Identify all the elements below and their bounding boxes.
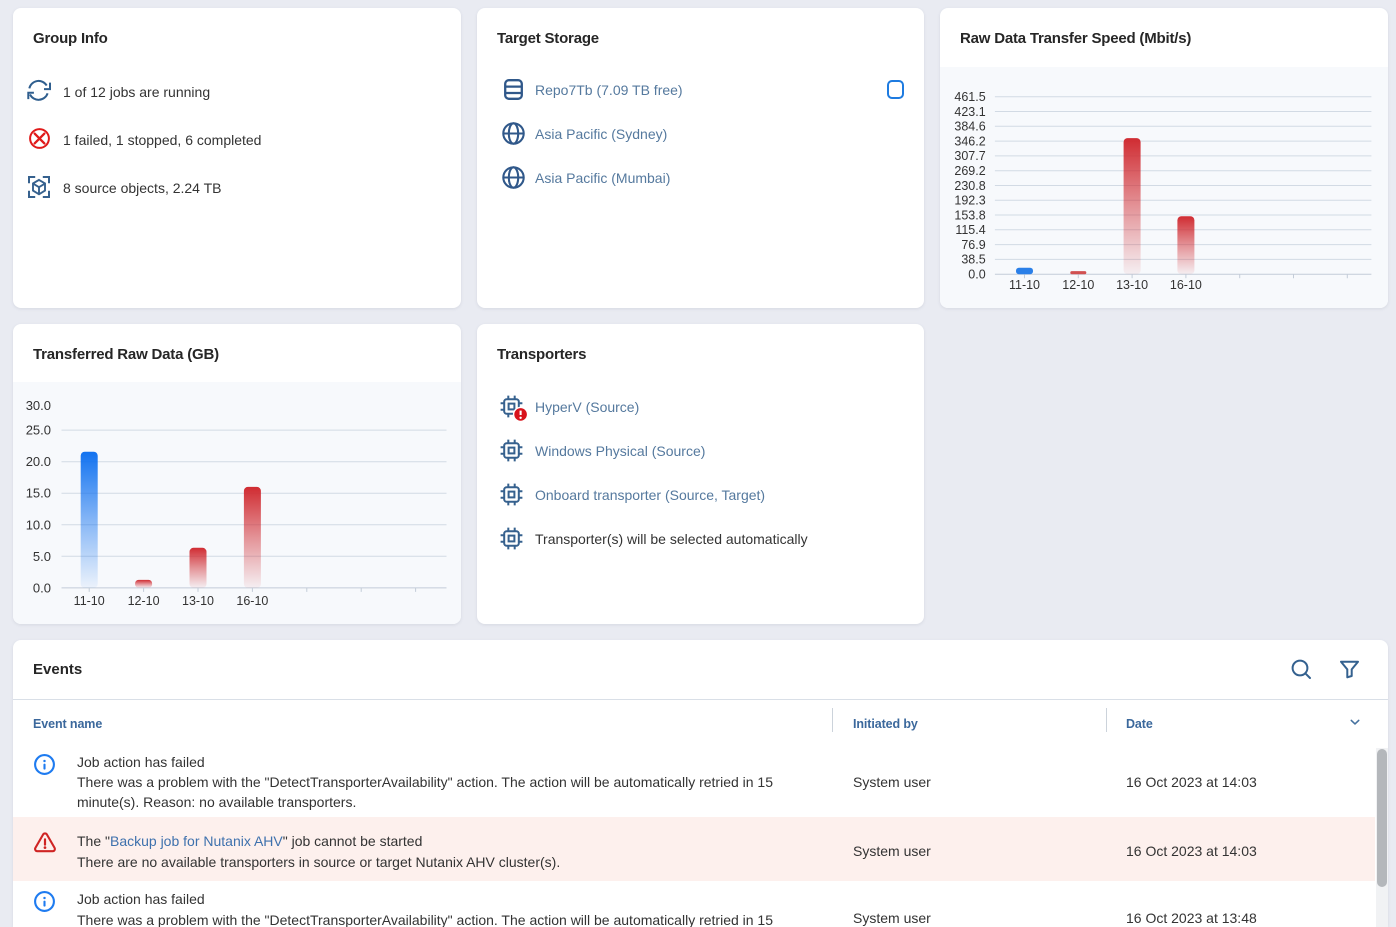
svg-text:307.7: 307.7	[954, 149, 985, 163]
svg-text:13-10: 13-10	[182, 594, 214, 608]
svg-text:15.0: 15.0	[26, 486, 51, 501]
svg-text:423.1: 423.1	[954, 105, 985, 119]
svg-text:16-10: 16-10	[236, 594, 268, 608]
svg-text:0.0: 0.0	[33, 580, 51, 595]
svg-text:153.8: 153.8	[954, 208, 985, 222]
svg-text:346.2: 346.2	[954, 134, 985, 148]
svg-text:25.0: 25.0	[26, 423, 51, 438]
svg-text:12-10: 12-10	[128, 594, 160, 608]
svg-text:384.6: 384.6	[954, 120, 985, 134]
svg-text:38.5: 38.5	[961, 253, 985, 267]
svg-text:115.4: 115.4	[955, 223, 985, 237]
svg-text:13-10: 13-10	[1116, 278, 1148, 292]
svg-text:0.0: 0.0	[968, 268, 985, 282]
svg-text:230.8: 230.8	[954, 179, 985, 193]
svg-text:461.5: 461.5	[954, 90, 985, 104]
svg-text:76.9: 76.9	[961, 238, 985, 252]
svg-text:269.2: 269.2	[954, 164, 985, 178]
svg-text:30.0: 30.0	[26, 398, 51, 413]
svg-text:11-10: 11-10	[74, 594, 105, 608]
svg-text:16-10: 16-10	[1170, 278, 1202, 292]
svg-text:12-10: 12-10	[1062, 278, 1094, 292]
svg-text:10.0: 10.0	[26, 517, 51, 532]
svg-text:20.0: 20.0	[26, 454, 51, 469]
svg-text:192.3: 192.3	[954, 194, 985, 208]
svg-text:5.0: 5.0	[33, 549, 51, 564]
svg-text:11-10: 11-10	[1009, 278, 1040, 292]
